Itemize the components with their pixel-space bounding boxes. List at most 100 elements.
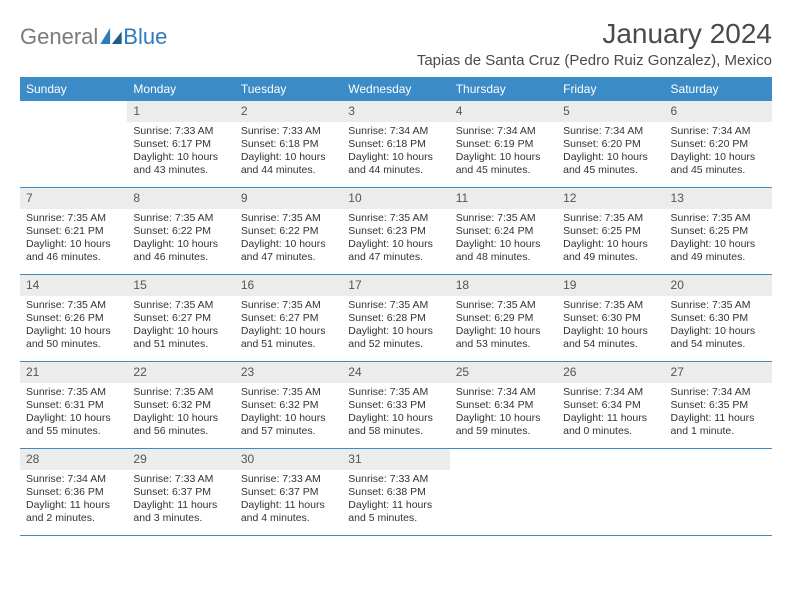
day-body: Sunrise: 7:35 AMSunset: 6:30 PMDaylight:… (557, 296, 664, 357)
day-number: 23 (235, 362, 342, 383)
daylight-text: Daylight: 11 hours and 2 minutes. (26, 499, 121, 525)
sunset-text: Sunset: 6:34 PM (563, 399, 658, 412)
day-cell: 31Sunrise: 7:33 AMSunset: 6:38 PMDayligh… (342, 449, 449, 535)
sunrise-text: Sunrise: 7:35 AM (26, 212, 121, 225)
day-body: Sunrise: 7:33 AMSunset: 6:17 PMDaylight:… (127, 122, 234, 183)
day-body: Sunrise: 7:35 AMSunset: 6:32 PMDaylight:… (127, 383, 234, 444)
day-cell: 14Sunrise: 7:35 AMSunset: 6:26 PMDayligh… (20, 275, 127, 361)
day-cell: 16Sunrise: 7:35 AMSunset: 6:27 PMDayligh… (235, 275, 342, 361)
daylight-text: Daylight: 10 hours and 50 minutes. (26, 325, 121, 351)
day-cell: 12Sunrise: 7:35 AMSunset: 6:25 PMDayligh… (557, 188, 664, 274)
sunrise-text: Sunrise: 7:35 AM (671, 212, 766, 225)
sunset-text: Sunset: 6:35 PM (671, 399, 766, 412)
sunrise-text: Sunrise: 7:35 AM (348, 299, 443, 312)
sunset-text: Sunset: 6:25 PM (563, 225, 658, 238)
day-body: Sunrise: 7:35 AMSunset: 6:24 PMDaylight:… (450, 209, 557, 270)
day-number: 5 (557, 101, 664, 122)
page-header: General Blue January 2024 Tapias de Sant… (20, 18, 772, 69)
sunset-text: Sunset: 6:34 PM (456, 399, 551, 412)
day-body: Sunrise: 7:35 AMSunset: 6:27 PMDaylight:… (235, 296, 342, 357)
day-cell: 9Sunrise: 7:35 AMSunset: 6:22 PMDaylight… (235, 188, 342, 274)
sunset-text: Sunset: 6:18 PM (348, 138, 443, 151)
daylight-text: Daylight: 10 hours and 54 minutes. (671, 325, 766, 351)
sunrise-text: Sunrise: 7:34 AM (348, 125, 443, 138)
logo-text-blue: Blue (123, 24, 167, 50)
day-cell: 30Sunrise: 7:33 AMSunset: 6:37 PMDayligh… (235, 449, 342, 535)
sunset-text: Sunset: 6:26 PM (26, 312, 121, 325)
day-body: Sunrise: 7:34 AMSunset: 6:34 PMDaylight:… (450, 383, 557, 444)
sunrise-text: Sunrise: 7:35 AM (348, 386, 443, 399)
day-number: 11 (450, 188, 557, 209)
daylight-text: Daylight: 10 hours and 44 minutes. (348, 151, 443, 177)
day-body: Sunrise: 7:35 AMSunset: 6:28 PMDaylight:… (342, 296, 449, 357)
sunset-text: Sunset: 6:20 PM (671, 138, 766, 151)
day-cell: 10Sunrise: 7:35 AMSunset: 6:23 PMDayligh… (342, 188, 449, 274)
day-body: Sunrise: 7:34 AMSunset: 6:20 PMDaylight:… (665, 122, 772, 183)
day-body: Sunrise: 7:33 AMSunset: 6:37 PMDaylight:… (235, 470, 342, 531)
weeks-container: 1Sunrise: 7:33 AMSunset: 6:17 PMDaylight… (20, 101, 772, 536)
daylight-text: Daylight: 10 hours and 46 minutes. (26, 238, 121, 264)
day-cell: 3Sunrise: 7:34 AMSunset: 6:18 PMDaylight… (342, 101, 449, 187)
day-header: Sunday (20, 77, 127, 101)
day-number: 31 (342, 449, 449, 470)
day-cell: 19Sunrise: 7:35 AMSunset: 6:30 PMDayligh… (557, 275, 664, 361)
day-body: Sunrise: 7:35 AMSunset: 6:25 PMDaylight:… (557, 209, 664, 270)
sunset-text: Sunset: 6:30 PM (671, 312, 766, 325)
day-number: 16 (235, 275, 342, 296)
sunrise-text: Sunrise: 7:35 AM (26, 386, 121, 399)
empty-cell (665, 449, 772, 535)
day-number: 2 (235, 101, 342, 122)
day-cell: 18Sunrise: 7:35 AMSunset: 6:29 PMDayligh… (450, 275, 557, 361)
daylight-text: Daylight: 10 hours and 49 minutes. (563, 238, 658, 264)
sunset-text: Sunset: 6:19 PM (456, 138, 551, 151)
sunset-text: Sunset: 6:22 PM (133, 225, 228, 238)
daylight-text: Daylight: 10 hours and 57 minutes. (241, 412, 336, 438)
calendar-page: General Blue January 2024 Tapias de Sant… (0, 0, 792, 546)
daylight-text: Daylight: 10 hours and 51 minutes. (133, 325, 228, 351)
day-cell: 24Sunrise: 7:35 AMSunset: 6:33 PMDayligh… (342, 362, 449, 448)
day-number: 8 (127, 188, 234, 209)
daylight-text: Daylight: 10 hours and 59 minutes. (456, 412, 551, 438)
sunrise-text: Sunrise: 7:33 AM (133, 473, 228, 486)
sunrise-text: Sunrise: 7:34 AM (671, 386, 766, 399)
sunset-text: Sunset: 6:36 PM (26, 486, 121, 499)
day-body: Sunrise: 7:35 AMSunset: 6:27 PMDaylight:… (127, 296, 234, 357)
day-number: 6 (665, 101, 772, 122)
sunrise-text: Sunrise: 7:35 AM (133, 299, 228, 312)
daylight-text: Daylight: 11 hours and 1 minute. (671, 412, 766, 438)
location-subtitle: Tapias de Santa Cruz (Pedro Ruiz Gonzale… (417, 52, 772, 69)
day-cell: 29Sunrise: 7:33 AMSunset: 6:37 PMDayligh… (127, 449, 234, 535)
day-cell: 7Sunrise: 7:35 AMSunset: 6:21 PMDaylight… (20, 188, 127, 274)
day-number: 25 (450, 362, 557, 383)
sunset-text: Sunset: 6:37 PM (133, 486, 228, 499)
day-cell: 23Sunrise: 7:35 AMSunset: 6:32 PMDayligh… (235, 362, 342, 448)
sunrise-text: Sunrise: 7:35 AM (241, 212, 336, 225)
day-body: Sunrise: 7:34 AMSunset: 6:19 PMDaylight:… (450, 122, 557, 183)
day-body: Sunrise: 7:35 AMSunset: 6:22 PMDaylight:… (127, 209, 234, 270)
daylight-text: Daylight: 10 hours and 51 minutes. (241, 325, 336, 351)
sunset-text: Sunset: 6:28 PM (348, 312, 443, 325)
day-body: Sunrise: 7:34 AMSunset: 6:35 PMDaylight:… (665, 383, 772, 444)
week-row: 21Sunrise: 7:35 AMSunset: 6:31 PMDayligh… (20, 362, 772, 449)
sunrise-text: Sunrise: 7:33 AM (241, 125, 336, 138)
daylight-text: Daylight: 10 hours and 52 minutes. (348, 325, 443, 351)
sunrise-text: Sunrise: 7:33 AM (133, 125, 228, 138)
sunset-text: Sunset: 6:20 PM (563, 138, 658, 151)
day-number: 19 (557, 275, 664, 296)
day-cell: 8Sunrise: 7:35 AMSunset: 6:22 PMDaylight… (127, 188, 234, 274)
daylight-text: Daylight: 10 hours and 45 minutes. (563, 151, 658, 177)
sunrise-text: Sunrise: 7:35 AM (133, 386, 228, 399)
day-body: Sunrise: 7:35 AMSunset: 6:21 PMDaylight:… (20, 209, 127, 270)
day-number: 17 (342, 275, 449, 296)
sunrise-text: Sunrise: 7:34 AM (26, 473, 121, 486)
sunrise-text: Sunrise: 7:33 AM (241, 473, 336, 486)
week-row: 28Sunrise: 7:34 AMSunset: 6:36 PMDayligh… (20, 449, 772, 536)
sunset-text: Sunset: 6:37 PM (241, 486, 336, 499)
day-number: 14 (20, 275, 127, 296)
day-number: 10 (342, 188, 449, 209)
daylight-text: Daylight: 10 hours and 58 minutes. (348, 412, 443, 438)
empty-cell (557, 449, 664, 535)
sunset-text: Sunset: 6:27 PM (133, 312, 228, 325)
day-body: Sunrise: 7:35 AMSunset: 6:25 PMDaylight:… (665, 209, 772, 270)
day-cell: 11Sunrise: 7:35 AMSunset: 6:24 PMDayligh… (450, 188, 557, 274)
